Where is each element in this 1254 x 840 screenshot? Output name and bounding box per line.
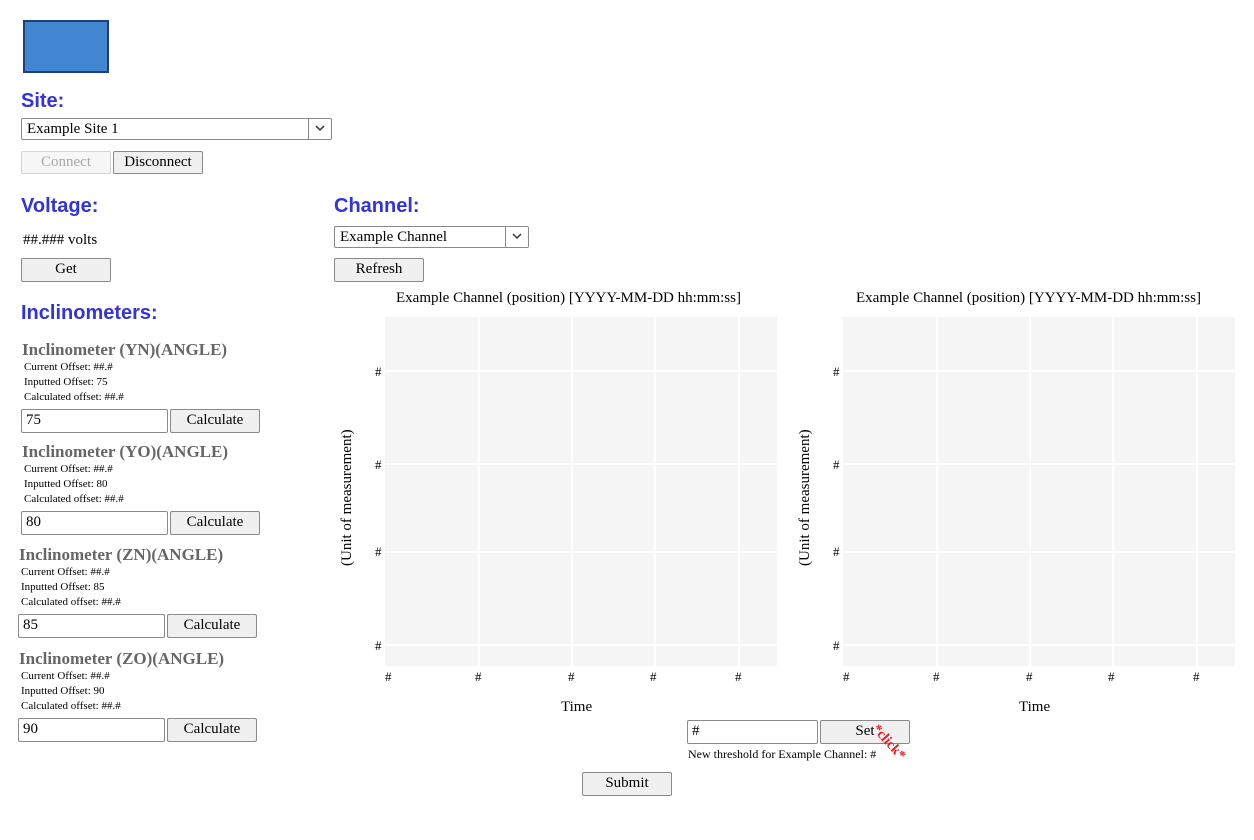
- chart-1-x-tick: #: [735, 669, 742, 684]
- chart-2-x-tick: #: [1193, 669, 1200, 684]
- chart-2-y-tick: #: [833, 638, 840, 653]
- inputted-offset: Inputted Offset: 75: [24, 376, 108, 388]
- get-voltage-button[interactable]: Get: [21, 258, 111, 282]
- chevron-down-icon: [505, 227, 528, 247]
- inclinometer-title: Inclinometer (ZO)(ANGLE): [19, 649, 225, 668]
- current-offset: Current Offset: ##.#: [21, 566, 110, 578]
- chart-2-x-tick: #: [1108, 669, 1115, 684]
- chart-2-y-tick: #: [833, 364, 840, 379]
- inputted-offset: Inputted Offset: 90: [21, 685, 105, 697]
- chevron-down-icon: [308, 119, 331, 139]
- threshold-input[interactable]: #: [687, 720, 818, 744]
- inclinometers-heading: Inclinometers:: [21, 302, 158, 324]
- logo: [23, 20, 109, 73]
- inclinometer-zn: Inclinometer (ZN)(ANGLE) Current Offset:…: [19, 545, 223, 610]
- set-threshold-button[interactable]: Set: [820, 720, 910, 744]
- channel-select[interactable]: Example Channel: [334, 226, 529, 248]
- current-offset: Current Offset: ##.#: [21, 670, 110, 682]
- chart-2-x-tick: #: [843, 669, 850, 684]
- channel-select-value: Example Channel: [340, 229, 448, 245]
- submit-button[interactable]: Submit: [582, 772, 672, 796]
- inclinometer-yo: Inclinometer (YO)(ANGLE) Current Offset:…: [22, 442, 228, 507]
- chart-1-x-axis-label: Time: [561, 699, 593, 715]
- calculate-button-zo[interactable]: Calculate: [167, 718, 257, 742]
- chart-2-y-axis-label: (Unit of measurement): [797, 429, 813, 566]
- offset-input-yn[interactable]: 75: [21, 409, 168, 433]
- inputted-offset: Inputted Offset: 85: [21, 581, 105, 593]
- disconnect-button[interactable]: Disconnect: [113, 151, 203, 174]
- refresh-button[interactable]: Refresh: [334, 258, 424, 282]
- calculated-offset: Calculated offset: ##.#: [21, 596, 121, 608]
- inclinometer-title: Inclinometer (YN)(ANGLE): [22, 340, 228, 359]
- chart-1-y-tick: #: [375, 364, 382, 379]
- chart-2-x-tick: #: [933, 669, 940, 684]
- inputted-offset: Inputted Offset: 80: [24, 478, 108, 490]
- voltage-heading: Voltage:: [21, 195, 99, 217]
- voltage-value: ##.### volts: [23, 232, 98, 248]
- calculated-offset: Calculated offset: ##.#: [21, 700, 121, 712]
- current-offset: Current Offset: ##.#: [24, 361, 113, 373]
- chart-1-y-tick: #: [375, 457, 382, 472]
- chart-2-plot-area: [843, 317, 1235, 666]
- site-select[interactable]: Example Site 1: [21, 118, 332, 140]
- site-heading: Site:: [21, 90, 65, 112]
- chart-1-x-tick: #: [475, 669, 482, 684]
- chart-2-title: Example Channel (position) [YYYY-MM-DD h…: [856, 290, 1201, 306]
- chart-2-y-tick: #: [833, 544, 840, 559]
- inclinometer-zo: Inclinometer (ZO)(ANGLE) Current Offset:…: [19, 649, 224, 714]
- chart-2-x-axis-label: Time: [1019, 699, 1051, 715]
- current-offset: Current Offset: ##.#: [24, 463, 113, 475]
- calculated-offset: Calculated offset: ##.#: [24, 493, 124, 505]
- threshold-note: New threshold for Example Channel: #: [688, 747, 877, 761]
- chart-2-x-tick: #: [1026, 669, 1033, 684]
- chart-1-x-tick: #: [568, 669, 575, 684]
- calculate-button-yn[interactable]: Calculate: [170, 409, 260, 433]
- chart-2-y-tick: #: [833, 457, 840, 472]
- chart-1-plot-area: [385, 317, 777, 666]
- offset-input-zn[interactable]: 85: [18, 614, 165, 638]
- chart-1-y-axis-label: (Unit of measurement): [339, 429, 355, 566]
- inclinometer-yn: Inclinometer (YN)(ANGLE) Current Offset:…: [22, 340, 227, 405]
- channel-heading: Channel:: [334, 195, 420, 217]
- inclinometer-title: Inclinometer (YO)(ANGLE): [22, 442, 229, 461]
- chart-1-x-tick: #: [385, 669, 392, 684]
- chart-1-y-tick: #: [375, 544, 382, 559]
- connect-button[interactable]: Connect: [21, 151, 111, 174]
- calculated-offset: Calculated offset: ##.#: [24, 391, 124, 403]
- chart-1-title: Example Channel (position) [YYYY-MM-DD h…: [396, 290, 741, 306]
- inclinometer-title: Inclinometer (ZN)(ANGLE): [19, 545, 224, 564]
- offset-input-zo[interactable]: 90: [18, 718, 165, 742]
- chart-1-y-tick: #: [375, 638, 382, 653]
- calculate-button-yo[interactable]: Calculate: [170, 511, 260, 535]
- site-select-value: Example Site 1: [27, 121, 119, 137]
- chart-1-x-tick: #: [650, 669, 657, 684]
- offset-input-yo[interactable]: 80: [21, 511, 168, 535]
- calculate-button-zn[interactable]: Calculate: [167, 614, 257, 638]
